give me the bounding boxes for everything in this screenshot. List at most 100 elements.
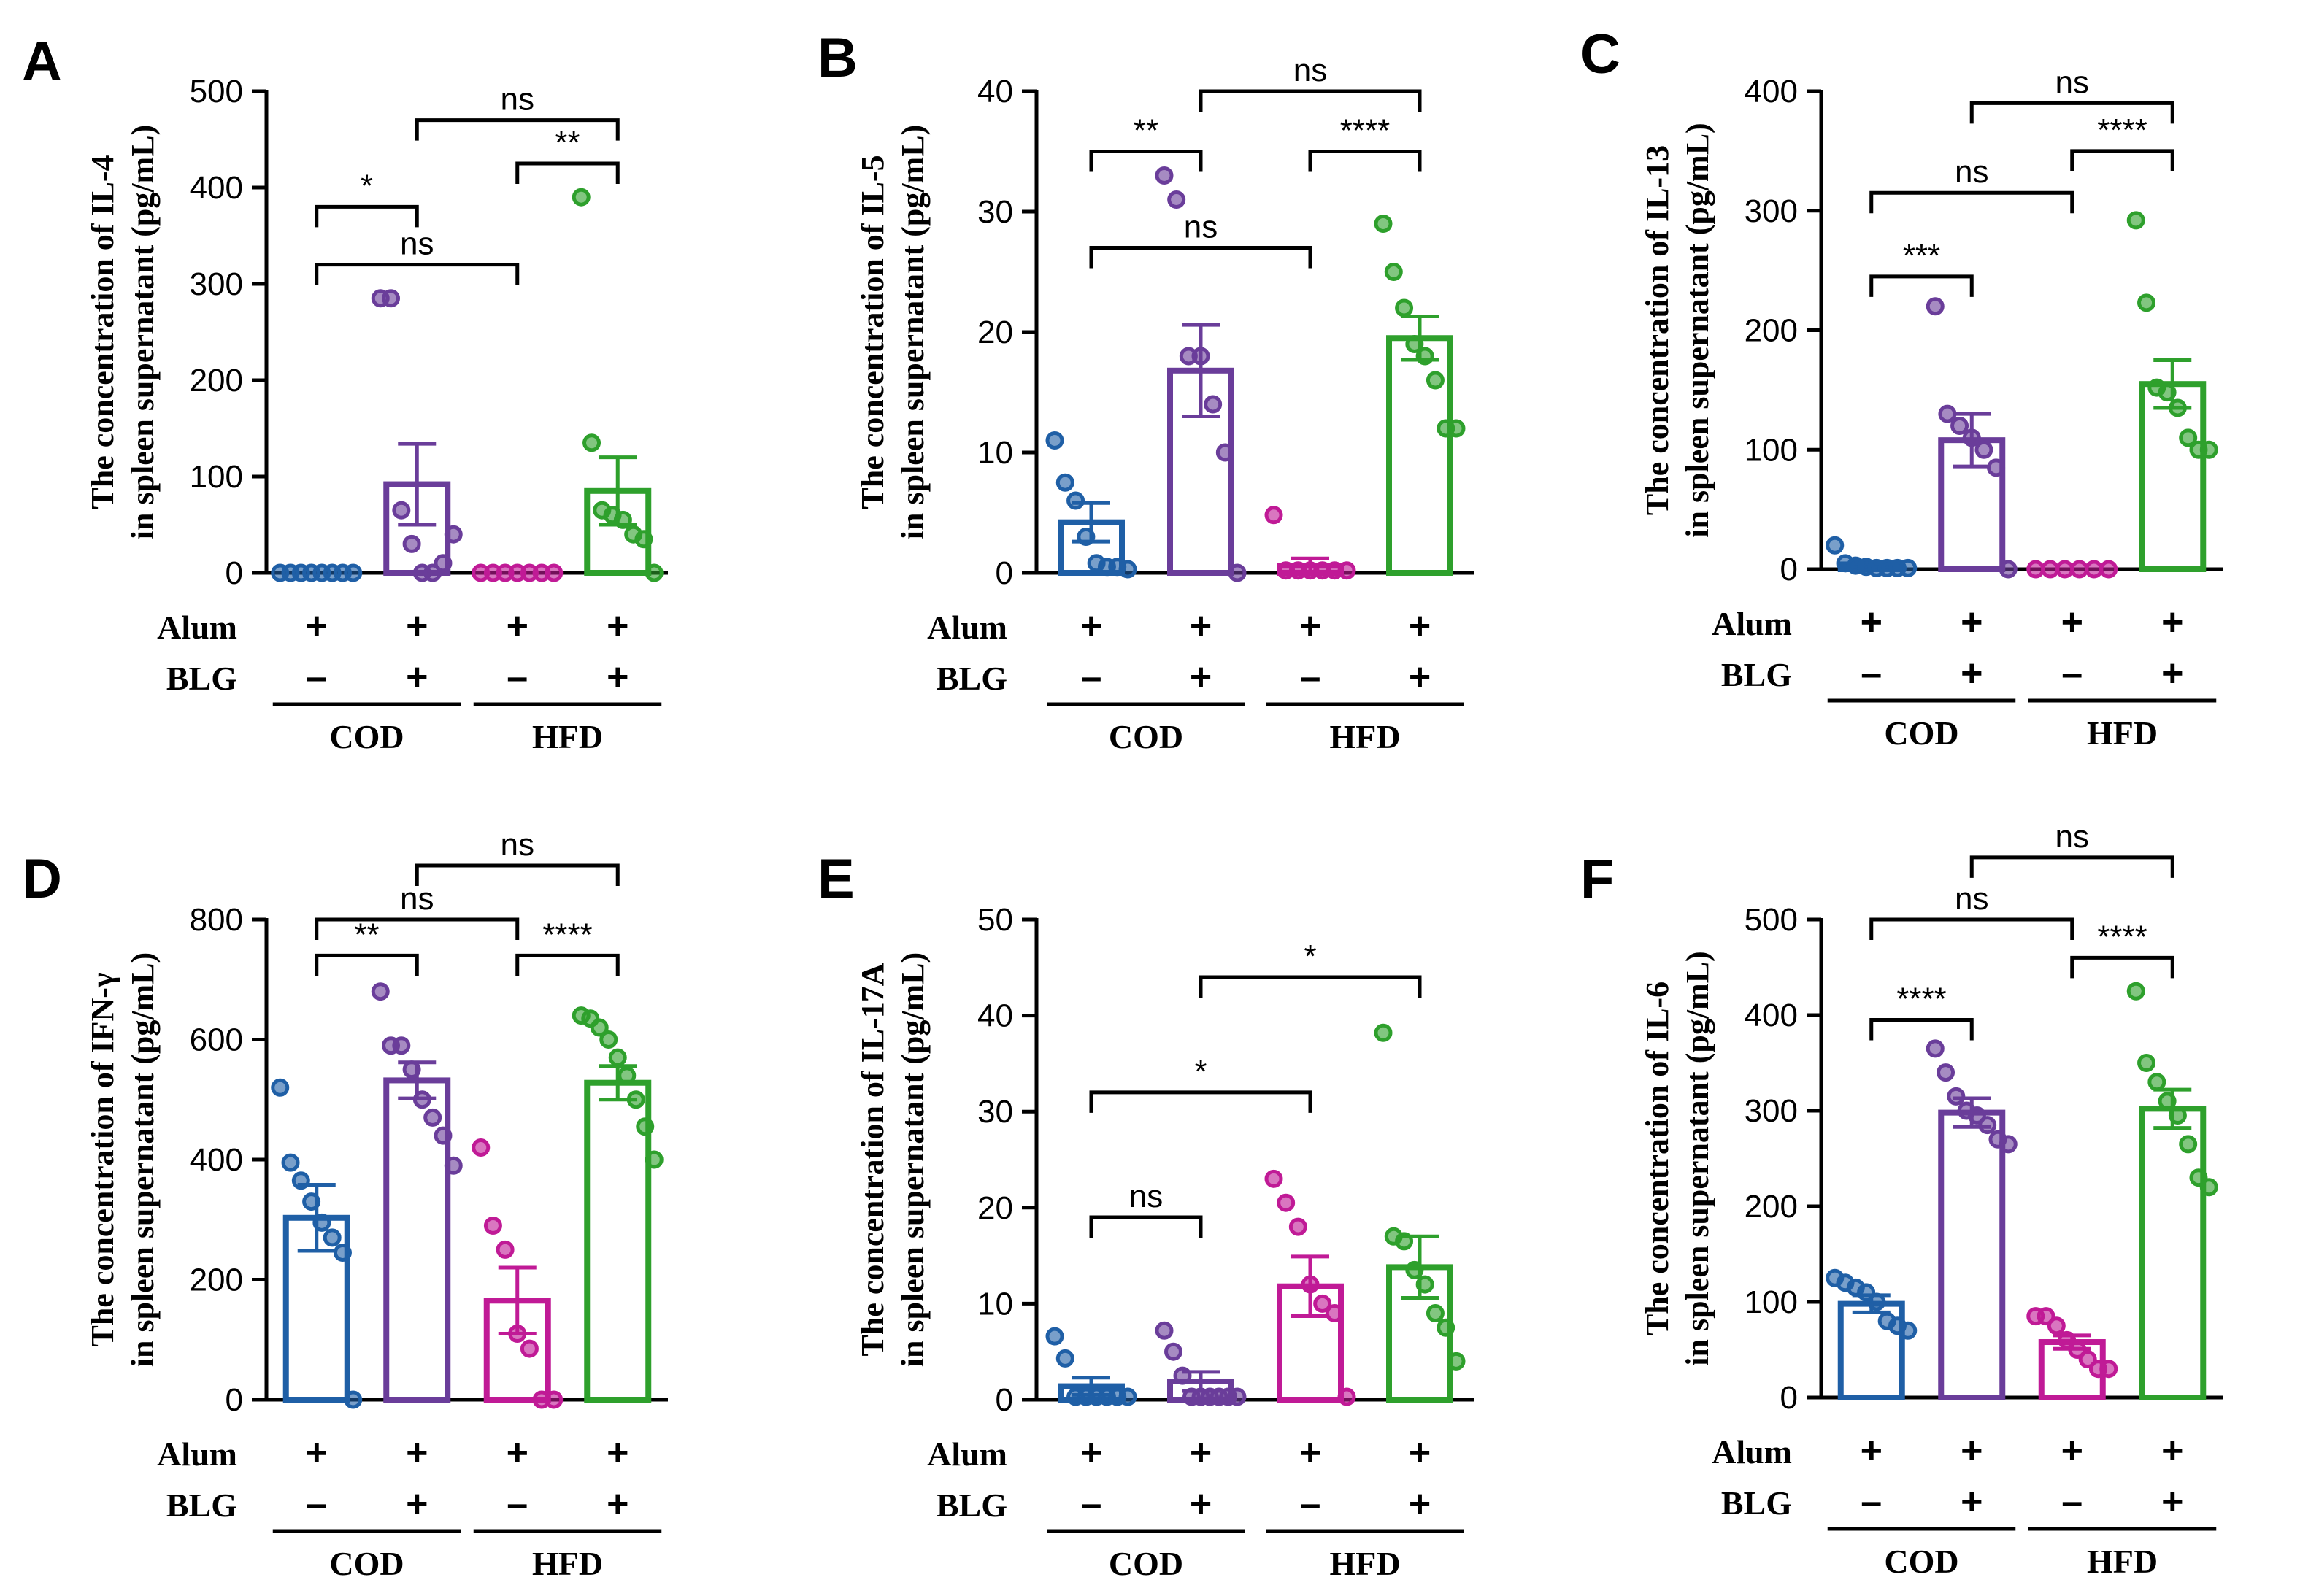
alum-sign: +	[306, 605, 328, 647]
data-point	[2099, 1360, 2118, 1379]
alum-sign: +	[1190, 1432, 1212, 1474]
panel-label-e: E	[818, 848, 855, 910]
data-point	[1337, 1387, 1356, 1406]
data-point	[1055, 473, 1074, 492]
y-tick-label: 200	[190, 363, 243, 398]
alum-sign: +	[406, 605, 428, 647]
y-tick-label: 300	[1745, 193, 1798, 229]
significance-label: **	[1134, 113, 1158, 149]
data-point	[2047, 1316, 2066, 1335]
row-label-alum: Alum	[157, 1435, 237, 1473]
group-label-cod: COD	[1109, 1545, 1183, 1582]
data-point	[1899, 1321, 1918, 1340]
y-tick-label: 0	[1780, 552, 1798, 587]
y-axis-title-line2: in spleen supernatant (pg/mL)	[125, 125, 161, 539]
group-label-hfd: HFD	[2087, 1543, 2158, 1580]
y-tick-label: 0	[996, 555, 1013, 591]
blg-sign: –	[1300, 1483, 1321, 1525]
significance-bracket	[415, 863, 620, 886]
significance-label: ****	[2097, 919, 2147, 955]
alum-sign: +	[306, 1432, 328, 1474]
data-point	[434, 1126, 453, 1145]
data-point	[1899, 558, 1918, 577]
data-point	[2199, 1178, 2218, 1197]
data-point	[1191, 347, 1210, 366]
data-point	[1447, 1352, 1466, 1371]
significance-bracket	[2070, 149, 2174, 171]
significance-bracket	[1089, 1090, 1312, 1113]
y-axis-title-line1: The concentration of IL-5	[855, 155, 891, 509]
significance-bracket	[1869, 917, 2074, 940]
blg-sign: +	[2161, 652, 2183, 695]
significance-label: *	[361, 168, 373, 204]
data-point	[1337, 561, 1356, 580]
significance-label: **	[354, 917, 379, 952]
data-point	[1962, 428, 1981, 447]
blg-sign: –	[1861, 652, 1882, 695]
blg-sign: –	[2061, 1481, 2083, 1523]
data-point	[508, 1325, 527, 1344]
bar-f-3	[2139, 1106, 2207, 1400]
data-point	[645, 563, 664, 582]
y-tick-label: 0	[226, 555, 243, 591]
data-point	[613, 510, 632, 529]
y-tick-label: 400	[1745, 998, 1798, 1033]
y-axis-title-line2: in spleen supernatant (pg/mL)	[1680, 951, 1715, 1365]
y-tick-label: 200	[1745, 1189, 1798, 1225]
data-point	[1167, 190, 1186, 209]
y-axis-title-line2: in spleen supernatant (pg/mL)	[1680, 123, 1715, 537]
blg-sign: +	[406, 656, 428, 698]
data-point	[371, 982, 390, 1001]
blg-sign: +	[2161, 1481, 2183, 1523]
row-label-alum: Alum	[927, 609, 1007, 646]
data-point	[1264, 1169, 1283, 1188]
alum-sign: +	[2061, 1430, 2083, 1472]
data-point	[1426, 1304, 1445, 1323]
data-point	[634, 530, 653, 549]
data-point	[2137, 293, 2156, 312]
significance-bracket	[1199, 975, 1422, 998]
significance-bracket	[315, 263, 520, 285]
data-point	[344, 1390, 363, 1409]
significance-bracket	[1089, 1215, 1203, 1238]
y-tick-label: 800	[190, 902, 243, 938]
blg-sign: –	[507, 1483, 528, 1525]
data-point	[1415, 347, 1434, 366]
data-point	[1228, 1387, 1247, 1406]
data-point	[1277, 1193, 1296, 1212]
data-point	[382, 289, 401, 308]
data-point	[1974, 440, 1993, 459]
blg-sign: +	[1190, 1483, 1212, 1525]
y-tick-label: 10	[977, 435, 1013, 471]
alum-sign: +	[607, 605, 628, 647]
data-point	[1395, 1232, 1414, 1251]
blg-sign: +	[1961, 652, 1983, 695]
blg-sign: +	[1409, 1483, 1431, 1525]
significance-bracket	[315, 204, 419, 228]
data-point	[1066, 491, 1085, 510]
data-point	[444, 525, 463, 544]
group-label-cod: COD	[1884, 1543, 1958, 1580]
row-label-alum: Alum	[927, 1435, 1007, 1473]
data-point	[434, 554, 453, 573]
data-point	[402, 1060, 421, 1079]
blg-sign: –	[1081, 1483, 1102, 1525]
data-point	[2168, 398, 2187, 417]
group-label-hfd: HFD	[532, 1545, 603, 1582]
significance-label: ns	[1955, 881, 1988, 917]
data-point	[1415, 1275, 1434, 1294]
alum-sign: +	[507, 605, 528, 647]
y-tick-label: 0	[1780, 1380, 1798, 1416]
data-point	[1405, 1260, 1424, 1279]
alum-sign: +	[1861, 601, 1882, 644]
significance-label: ns	[501, 82, 534, 117]
row-label-blg: BLG	[1721, 1484, 1792, 1522]
blg-sign: –	[306, 656, 327, 698]
y-tick-label: 200	[190, 1262, 243, 1298]
y-tick-label: 20	[977, 315, 1013, 350]
y-tick-label: 40	[977, 74, 1013, 109]
y-axis-title-line1: The concentration of IL-13	[1639, 145, 1675, 515]
data-point	[1999, 1135, 2018, 1154]
data-point	[2147, 1073, 2166, 1092]
